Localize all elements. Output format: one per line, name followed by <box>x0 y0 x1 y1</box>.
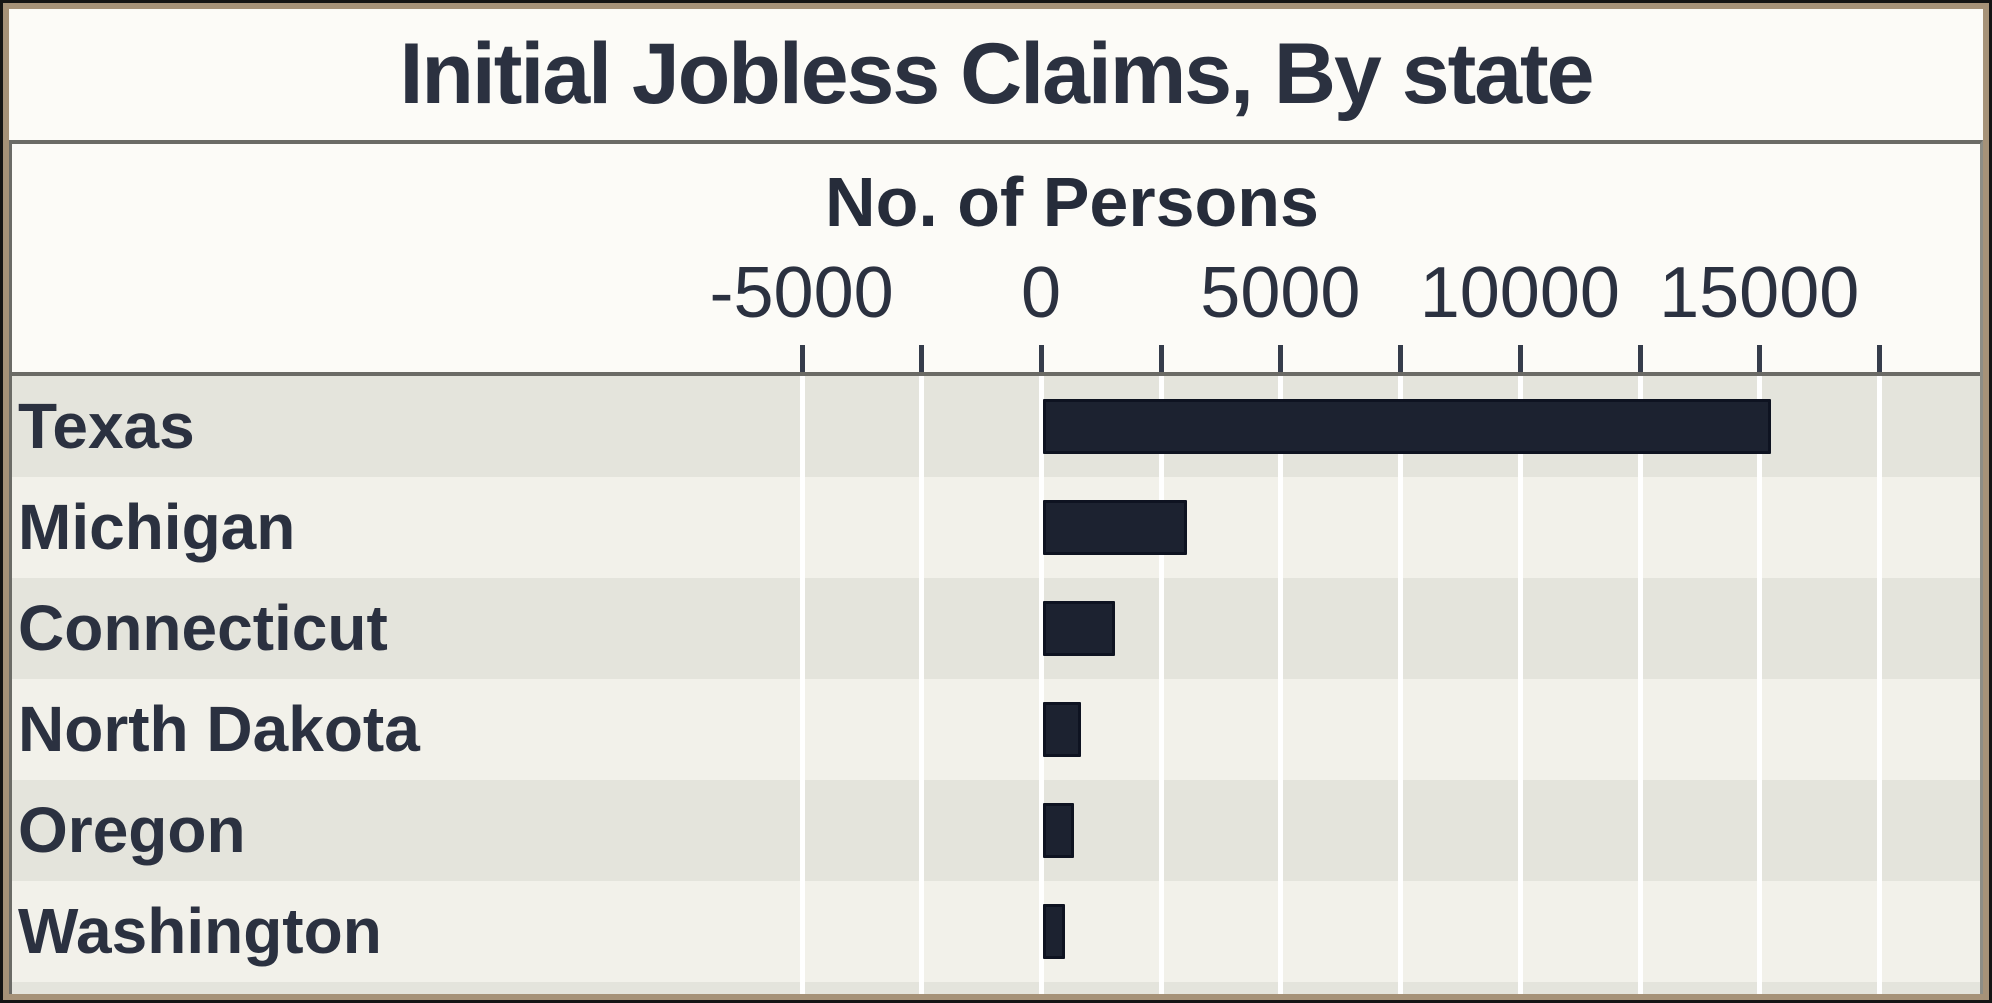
bar-north-dakota <box>1043 702 1082 757</box>
category-label: Washington <box>18 895 382 967</box>
x-tick-label: 0 <box>1020 253 1062 333</box>
gridline <box>919 376 925 994</box>
x-tick-mark <box>1757 345 1763 372</box>
bar-washington <box>1043 904 1065 959</box>
x-tick-mark <box>1158 345 1164 372</box>
gridline <box>1517 376 1523 994</box>
category-label: Michigan <box>18 491 296 563</box>
x-tick-mark <box>799 345 805 372</box>
x-tick-label: -5000 <box>709 253 894 333</box>
plot-area: Texas Michigan Connecticut North Dakota Oreg… <box>12 376 1980 994</box>
x-tick-label: 5000 <box>1200 253 1361 333</box>
row-band <box>12 881 1980 982</box>
gridline <box>1757 376 1763 994</box>
category-label: Texas <box>18 390 195 462</box>
bar-texas <box>1043 399 1771 454</box>
bar-connecticut <box>1043 601 1115 656</box>
bar-oregon <box>1043 803 1075 858</box>
x-tick-label: 10000 <box>1419 253 1620 333</box>
x-tick-mark <box>1039 345 1044 372</box>
category-label: North Dakota <box>18 693 420 765</box>
gridline <box>1278 376 1284 994</box>
row-band <box>12 780 1980 881</box>
category-label: Oregon <box>18 794 246 866</box>
x-tick-mark <box>1637 345 1643 372</box>
bar-michigan <box>1043 500 1187 555</box>
x-tick-mark <box>1517 345 1523 372</box>
chart-frame: Initial Jobless Claims, By state No. of … <box>3 3 1989 1000</box>
gridline <box>1637 376 1643 994</box>
row-band <box>12 679 1980 780</box>
row-band <box>12 578 1980 679</box>
gridline <box>1876 376 1882 994</box>
x-tick-label: 15000 <box>1659 253 1860 333</box>
gridline <box>1039 376 1044 994</box>
gridline <box>799 376 805 994</box>
x-tick-mark <box>1876 345 1882 372</box>
gridline <box>1158 376 1164 994</box>
chart-box: No. of Persons -5000 0 5000 10000 15000 Texa… <box>9 140 1983 994</box>
x-axis-title: No. of Persons <box>825 163 1319 241</box>
x-tick-mark <box>1398 345 1404 372</box>
x-tick-mark <box>1278 345 1284 372</box>
x-tick-mark <box>919 345 925 372</box>
title-area: Initial Jobless Claims, By state <box>9 9 1983 140</box>
category-label: Connecticut <box>18 592 388 664</box>
row-band <box>12 477 1980 578</box>
x-axis-header: No. of Persons -5000 0 5000 10000 15000 <box>12 144 1980 376</box>
gridline <box>1398 376 1404 994</box>
chart-title: Initial Jobless Claims, By state <box>399 26 1594 122</box>
row-band <box>12 982 1980 994</box>
